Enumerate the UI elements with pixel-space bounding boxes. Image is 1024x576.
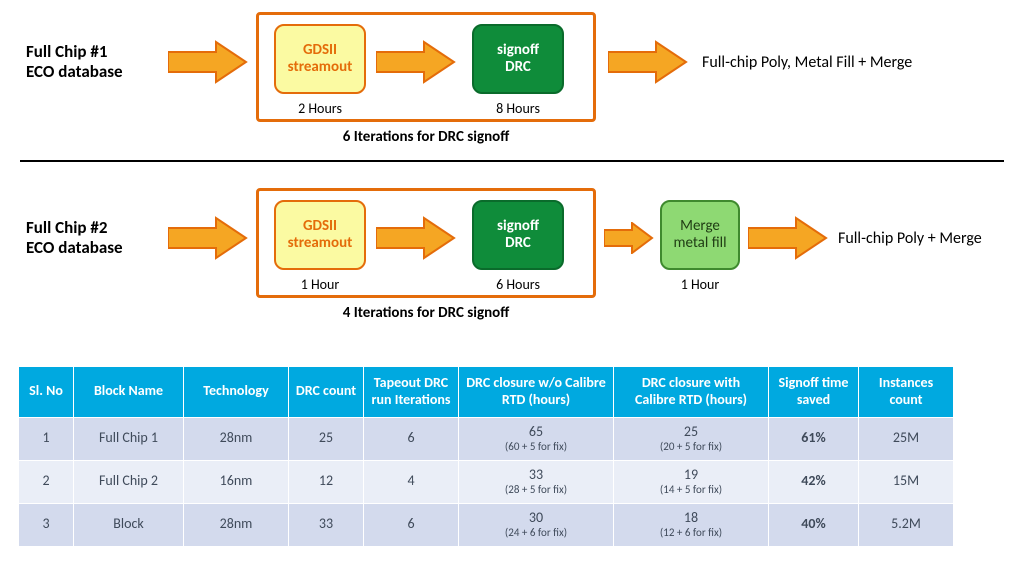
table-cell: 25M	[859, 417, 954, 460]
arrow-icon	[376, 40, 456, 84]
divider	[20, 160, 1004, 162]
flow2-label-l2: ECO database	[26, 237, 123, 258]
table-cell: Full Chip 1	[74, 417, 184, 460]
flow2-label-l1: Full Chip #2	[26, 217, 107, 238]
table-header: Instances count	[859, 367, 954, 418]
table-header: Tapeout DRC run Iterations	[364, 367, 459, 418]
arrow-icon	[168, 40, 248, 84]
table-cell: 2	[19, 460, 74, 503]
table-cell: 28nm	[184, 417, 289, 460]
flow2-box3-time: 1 Hour	[660, 276, 740, 293]
flow2-box1-text: GDSII streamout	[288, 218, 353, 253]
table-header: DRC closure w/o Calibre RTD (hours)	[459, 367, 614, 418]
table-body: 1Full Chip 128nm25665(60 + 5 for fix)25(…	[19, 417, 954, 546]
flow1-label: Full Chip #1 ECO database	[26, 42, 123, 83]
table-cell: 5.2M	[859, 503, 954, 546]
flow2-box-streamout: GDSII streamout	[274, 200, 366, 270]
flow1: Full Chip #1 ECO database GDSII streamou…	[0, 0, 1024, 160]
flow2-box1-time: 1 Hour	[274, 276, 366, 293]
table-row: 2Full Chip 216nm12433(28 + 5 for fix)19(…	[19, 460, 954, 503]
flow2: Full Chip #2 ECO database GDSII streamou…	[0, 176, 1024, 336]
table-header: Sl. No	[19, 367, 74, 418]
table-cell: 19(14 + 5 for fix)	[614, 460, 769, 503]
table-cell: 33	[289, 503, 364, 546]
flow1-iterations: 6 Iterations for DRC signoff	[256, 128, 596, 146]
arrow-icon	[604, 222, 654, 254]
table-cell: 25	[289, 417, 364, 460]
flow2-output: Full-chip Poly + Merge	[838, 229, 982, 248]
table-header: Block Name	[74, 367, 184, 418]
table-cell: 18(12 + 6 for fix)	[614, 503, 769, 546]
table-cell: 33(28 + 5 for fix)	[459, 460, 614, 503]
flow2-box-merge: Merge metal fill	[660, 200, 740, 270]
table-header: Signoff time saved	[769, 367, 859, 418]
table-cell: 15M	[859, 460, 954, 503]
flow1-box1-time: 2 Hours	[274, 100, 366, 117]
arrow-icon	[376, 216, 456, 260]
table-cell: 40%	[769, 503, 859, 546]
table-cell: 6	[364, 417, 459, 460]
table-cell: 4	[364, 460, 459, 503]
table-cell: 42%	[769, 460, 859, 503]
flow1-box-streamout: GDSII streamout	[274, 24, 366, 94]
table-cell: 3	[19, 503, 74, 546]
arrow-icon	[608, 40, 688, 84]
flow1-label-l1: Full Chip #1	[26, 41, 107, 62]
table-cell: Block	[74, 503, 184, 546]
flow1-output: Full-chip Poly, Metal Fill + Merge	[702, 53, 912, 72]
arrow-icon	[748, 216, 828, 260]
table-cell: 25(20 + 5 for fix)	[614, 417, 769, 460]
table-cell: 6	[364, 503, 459, 546]
table-cell: 65(60 + 5 for fix)	[459, 417, 614, 460]
results-table: Sl. NoBlock NameTechnologyDRC countTapeo…	[18, 366, 954, 547]
table-row: 1Full Chip 128nm25665(60 + 5 for fix)25(…	[19, 417, 954, 460]
flow1-box2-text: signoff DRC	[497, 42, 539, 77]
flow2-box-drc: signoff DRC	[472, 200, 564, 270]
table-header-row: Sl. NoBlock NameTechnologyDRC countTapeo…	[19, 367, 954, 418]
flow1-label-l2: ECO database	[26, 61, 123, 82]
table-cell: 61%	[769, 417, 859, 460]
table-cell: 16nm	[184, 460, 289, 503]
table-cell: 12	[289, 460, 364, 503]
flow1-box2-time: 8 Hours	[472, 100, 564, 117]
table-cell: 30(24 + 6 for fix)	[459, 503, 614, 546]
table-header: Technology	[184, 367, 289, 418]
flow2-box3-text: Merge metal fill	[673, 218, 726, 253]
flow1-box1-text: GDSII streamout	[288, 42, 353, 77]
flow2-box2-text: signoff DRC	[497, 218, 539, 253]
table-row: 3Block28nm33630(24 + 6 for fix)18(12 + 6…	[19, 503, 954, 546]
arrow-icon	[168, 216, 248, 260]
flow2-label: Full Chip #2 ECO database	[26, 218, 123, 259]
table-cell: Full Chip 2	[74, 460, 184, 503]
flow2-iterations: 4 Iterations for DRC signoff	[256, 304, 596, 322]
table-header: DRC closure with Calibre RTD (hours)	[614, 367, 769, 418]
flow1-box-drc: signoff DRC	[472, 24, 564, 94]
flow2-box2-time: 6 Hours	[472, 276, 564, 293]
table-cell: 28nm	[184, 503, 289, 546]
table-header: DRC count	[289, 367, 364, 418]
table-cell: 1	[19, 417, 74, 460]
